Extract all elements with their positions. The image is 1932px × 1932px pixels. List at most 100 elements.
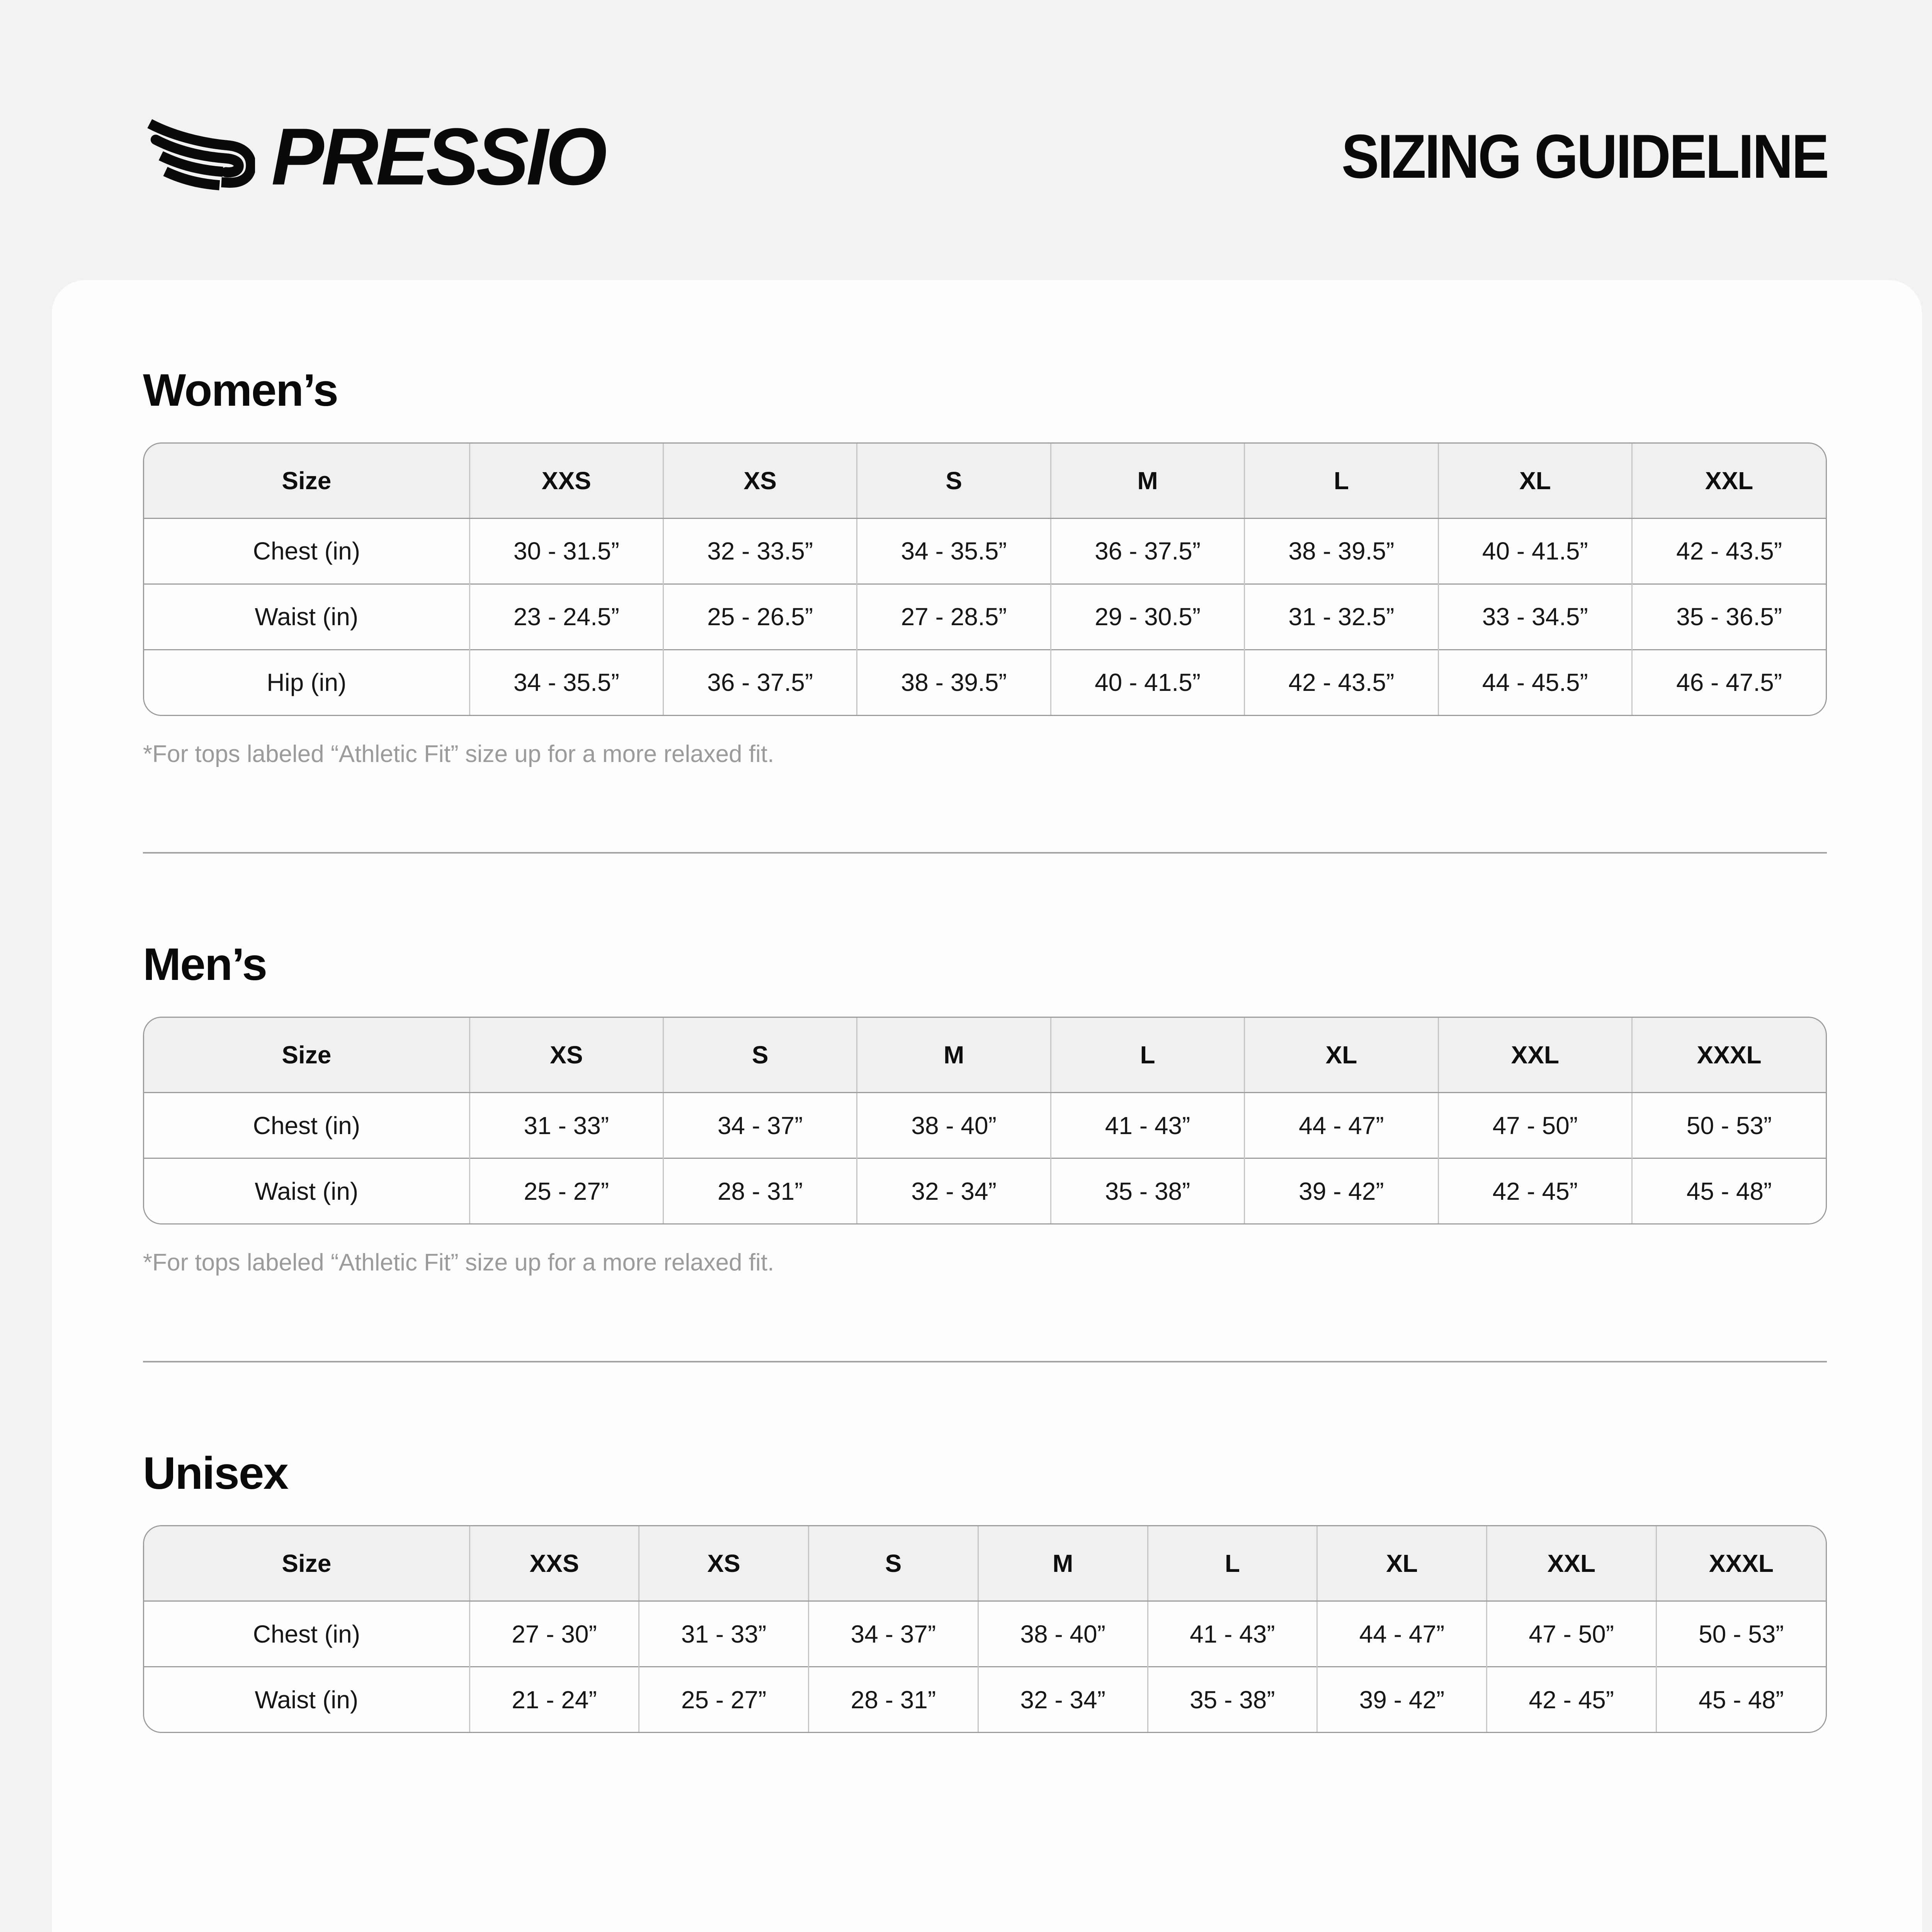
measurement-cell: 33 - 34.5” xyxy=(1437,583,1632,650)
measurement-cell: 42 - 43.5” xyxy=(1631,518,1826,584)
section-heading-unisex: Unisex xyxy=(143,1447,289,1499)
column-header-xxl: XXL xyxy=(1486,1526,1656,1602)
measurement-cell: 29 - 30.5” xyxy=(1050,583,1245,650)
size-table-unisex: Size XXS XS S M L XL XXL XXXL Chest (in) 27 - 30” 3… xyxy=(143,1525,1827,1733)
measurement-cell: 32 - 34” xyxy=(856,1158,1051,1224)
column-header-m: M xyxy=(856,1018,1051,1094)
section-divider xyxy=(143,852,1827,854)
column-header-xl: XL xyxy=(1437,443,1632,519)
measurement-cell: 28 - 31” xyxy=(663,1158,857,1224)
measurement-cell: 47 - 50” xyxy=(1486,1601,1656,1667)
column-header-l: L xyxy=(1244,443,1439,519)
size-table: Size XXS XS S M L XL XXL XXXL Chest (in) 27 - 30” 3… xyxy=(144,1526,1826,1732)
measurement-cell: 47 - 50” xyxy=(1437,1092,1632,1158)
table-row: Chest (in) 31 - 33” 34 - 37” 38 - 40” 41 - 4… xyxy=(144,1092,1826,1158)
measurement-cell: 40 - 41.5” xyxy=(1050,649,1245,715)
measurement-cell: 27 - 30” xyxy=(469,1601,639,1667)
measurement-cell: 44 - 45.5” xyxy=(1437,649,1632,715)
measurement-cell: 32 - 34” xyxy=(977,1666,1148,1732)
column-header-xs: XS xyxy=(638,1526,809,1602)
table-header-row: Size XXS XS S M L XL XXL XXXL xyxy=(144,1526,1826,1602)
column-header-xs: XS xyxy=(469,1018,663,1094)
pressio-wing-icon xyxy=(147,119,255,190)
measurement-cell: 31 - 32.5” xyxy=(1244,583,1439,650)
page-title: SIZING GUIDELINE xyxy=(1341,121,1829,191)
column-header-xxl: XXL xyxy=(1631,443,1826,519)
column-header-s: S xyxy=(856,443,1051,519)
card-content: Women’s Size XXS XS S M L XL XXL Chest (in) 30 - … xyxy=(52,280,1922,1733)
measurement-cell: 44 - 47” xyxy=(1244,1092,1439,1158)
measurement-cell: 41 - 43” xyxy=(1147,1601,1317,1667)
measurement-cell: 35 - 38” xyxy=(1050,1158,1245,1224)
column-header-s: S xyxy=(808,1526,978,1602)
athletic-fit-footnote-mens: *For tops labeled “Athletic Fit” size up… xyxy=(143,1249,774,1276)
measurement-cell: 39 - 42” xyxy=(1244,1158,1439,1224)
row-label: Waist (in) xyxy=(144,1666,470,1732)
measurement-cell: 23 - 24.5” xyxy=(469,583,663,650)
size-table-mens: Size XS S M L XL XXL XXXL Chest (in) 31 - 33” 34 -… xyxy=(143,1017,1827,1225)
column-header-m: M xyxy=(977,1526,1148,1602)
table-row: Chest (in) 30 - 31.5” 32 - 33.5” 34 - 35.5”… xyxy=(144,518,1826,584)
row-label: Chest (in) xyxy=(144,518,470,584)
measurement-cell: 25 - 26.5” xyxy=(663,583,857,650)
measurement-cell: 25 - 27” xyxy=(638,1666,809,1732)
measurement-cell: 34 - 37” xyxy=(808,1601,978,1667)
measurement-cell: 32 - 33.5” xyxy=(663,518,857,584)
measurement-cell: 21 - 24” xyxy=(469,1666,639,1732)
section-heading-womens: Women’s xyxy=(143,365,338,416)
measurement-cell: 35 - 38” xyxy=(1147,1666,1317,1732)
size-table: Size XS S M L XL XXL XXXL Chest (in) 31 - 33” 34 -… xyxy=(144,1018,1826,1224)
measurement-cell: 44 - 47” xyxy=(1316,1601,1487,1667)
measurement-cell: 31 - 33” xyxy=(469,1092,663,1158)
measurement-cell: 30 - 31.5” xyxy=(469,518,663,584)
column-header-xxs: XXS xyxy=(469,1526,639,1602)
measurement-cell: 42 - 43.5” xyxy=(1244,649,1439,715)
sizing-card: Women’s Size XXS XS S M L XL XXL Chest (in) 30 - … xyxy=(52,280,1922,1932)
measurement-cell: 50 - 53” xyxy=(1655,1601,1826,1667)
measurement-cell: 42 - 45” xyxy=(1437,1158,1632,1224)
table-row: Hip (in) 34 - 35.5” 36 - 37.5” 38 - 39.5” 40… xyxy=(144,649,1826,715)
column-header-l: L xyxy=(1050,1018,1245,1094)
column-header-m: M xyxy=(1050,443,1245,519)
measurement-cell: 38 - 40” xyxy=(856,1092,1051,1158)
table-row: Waist (in) 23 - 24.5” 25 - 26.5” 27 - 28.5”… xyxy=(144,583,1826,650)
column-header-size: Size xyxy=(144,1526,470,1602)
row-label: Hip (in) xyxy=(144,649,470,715)
measurement-cell: 34 - 35.5” xyxy=(469,649,663,715)
measurement-cell: 45 - 48” xyxy=(1631,1158,1826,1224)
table-header-row: Size XS S M L XL XXL XXXL xyxy=(144,1018,1826,1094)
table-row: Waist (in) 21 - 24” 25 - 27” 28 - 31” 32 - 3… xyxy=(144,1666,1826,1732)
column-header-size: Size xyxy=(144,443,470,519)
column-header-l: L xyxy=(1147,1526,1317,1602)
column-header-size: Size xyxy=(144,1018,470,1094)
measurement-cell: 36 - 37.5” xyxy=(663,649,857,715)
column-header-xs: XS xyxy=(663,443,857,519)
row-label: Chest (in) xyxy=(144,1092,470,1158)
table-row: Waist (in) 25 - 27” 28 - 31” 32 - 34” 35 - 3… xyxy=(144,1158,1826,1224)
measurement-cell: 34 - 37” xyxy=(663,1092,857,1158)
measurement-cell: 40 - 41.5” xyxy=(1437,518,1632,584)
measurement-cell: 28 - 31” xyxy=(808,1666,978,1732)
athletic-fit-footnote-womens: *For tops labeled “Athletic Fit” size up… xyxy=(143,740,774,767)
section-heading-mens: Men’s xyxy=(143,939,267,990)
section-womens: Women’s Size XXS XS S M L XL XXL Chest (in) 30 - … xyxy=(143,365,1827,769)
brand-wordmark: PRESSIO xyxy=(271,111,607,202)
table-row: Chest (in) 27 - 30” 31 - 33” 34 - 37” 38 - 4… xyxy=(144,1601,1826,1667)
measurement-cell: 38 - 39.5” xyxy=(856,649,1051,715)
measurement-cell: 27 - 28.5” xyxy=(856,583,1051,650)
row-label: Waist (in) xyxy=(144,583,470,650)
row-label: Chest (in) xyxy=(144,1601,470,1667)
measurement-cell: 39 - 42” xyxy=(1316,1666,1487,1732)
column-header-xxxl: XXXL xyxy=(1631,1018,1826,1094)
section-mens: Men’s Size XS S M L XL XXL XXXL Chest (in) 31 - 3… xyxy=(143,939,1827,1277)
measurement-cell: 36 - 37.5” xyxy=(1050,518,1245,584)
column-header-xxs: XXS xyxy=(469,443,663,519)
row-label: Waist (in) xyxy=(144,1158,470,1224)
table-header-row: Size XXS XS S M L XL XXL xyxy=(144,443,1826,519)
measurement-cell: 25 - 27” xyxy=(469,1158,663,1224)
column-header-xl: XL xyxy=(1316,1526,1487,1602)
measurement-cell: 34 - 35.5” xyxy=(856,518,1051,584)
section-unisex: Unisex Size XXS XS S M L XL XXL XXXL Chest (in) 27… xyxy=(143,1447,1827,1733)
size-table-womens: Size XXS XS S M L XL XXL Chest (in) 30 - 31.5” 32 … xyxy=(143,442,1827,716)
section-divider xyxy=(143,1361,1827,1362)
